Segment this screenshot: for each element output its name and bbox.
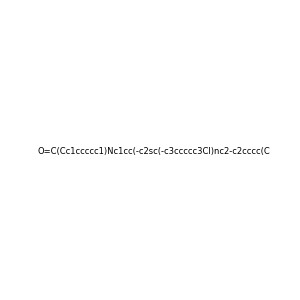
Text: O=C(Cc1ccccc1)Nc1cc(-c2sc(-c3ccccc3Cl)nc2-c2cccc(C: O=C(Cc1ccccc1)Nc1cc(-c2sc(-c3ccccc3Cl)nc…	[38, 147, 270, 156]
